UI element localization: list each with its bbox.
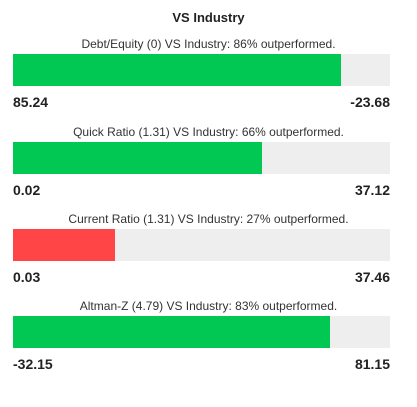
comparison-bar-fill (13, 229, 115, 261)
panel-title: VS Industry (172, 10, 245, 25)
comparison-bar-fill (13, 54, 341, 86)
comparison-bar-track (13, 229, 390, 261)
range-min-value: -32.15 (13, 356, 53, 372)
metric-label: Quick Ratio (1.31) VS Industry: 66% outp… (73, 125, 344, 139)
comparison-bar-track (13, 316, 390, 348)
range-min-value: 85.24 (13, 94, 49, 110)
comparison-bar-fill (13, 316, 330, 348)
range-min-value: 0.02 (13, 182, 41, 198)
metric-label: Debt/Equity (0) VS Industry: 86% outperf… (81, 37, 336, 51)
metric-label: Altman-Z (4.79) VS Industry: 83% outperf… (79, 299, 338, 313)
comparison-bar-fill (13, 142, 262, 174)
comparison-bar-track (13, 142, 390, 174)
range-max-value: -23.68 (350, 94, 390, 110)
range-max-value: 37.46 (354, 269, 390, 285)
range-max-value: 81.15 (354, 356, 390, 372)
metric-label: Current Ratio (1.31) VS Industry: 27% ou… (68, 212, 349, 226)
range-max-value: 37.12 (354, 182, 390, 198)
comparison-bar-track (13, 54, 390, 86)
range-min-value: 0.03 (13, 269, 41, 285)
